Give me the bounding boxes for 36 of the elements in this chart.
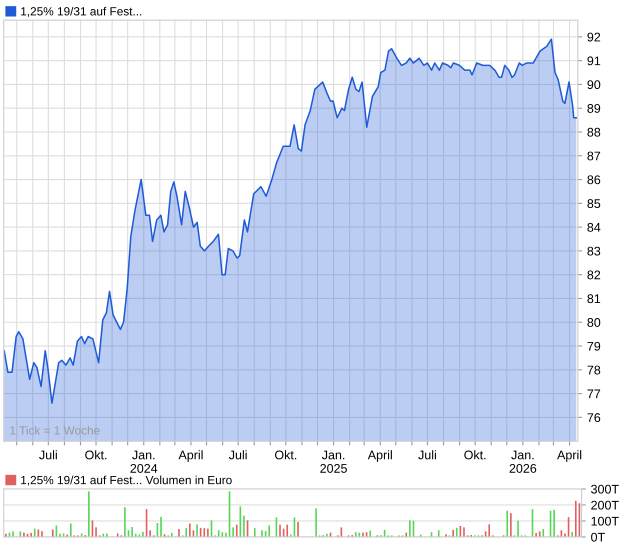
x-tick-label: Jan. 2026 (510, 450, 536, 473)
x-tick-label: Okt. (85, 450, 106, 460)
legend-label: 1,25% 19/31 auf Fest... Volumen in Euro (21, 476, 232, 486)
y-tick-label: 300T (591, 484, 619, 494)
x-tick-label: Okt. (464, 450, 486, 460)
y-tick-label: 88 (587, 128, 600, 137)
y-tick-label: 83 (587, 246, 600, 256)
y-tick-label: 76 (588, 413, 600, 422)
x-tick-label: Jan. 2024 (130, 450, 158, 473)
x-tick-label: Jan. 2025 (320, 450, 347, 473)
x-tick-label: Juli (39, 450, 57, 460)
y-tick-label: 89 (587, 104, 600, 113)
y-tick-label: 86 (587, 175, 600, 184)
y-tick-label: 79 (588, 342, 600, 351)
x-tick-label: April (368, 450, 392, 462)
x-tick-label: April (178, 450, 203, 462)
y-tick-label: 81 (587, 294, 600, 304)
y-tick-label: 82 (587, 270, 600, 280)
y-tick-label: 87 (587, 152, 600, 160)
y-tick-label: 80 (587, 318, 600, 327)
y-tick-label: 92 (587, 32, 600, 42)
legend-label: 1,25% 19/31 auf Fest... (21, 6, 142, 17)
y-tick-label: 0T (591, 532, 605, 542)
x-tick-label: Juli (228, 450, 247, 460)
y-tick-label: 200T (591, 500, 619, 510)
y-tick-label: 90 (587, 80, 600, 90)
x-tick-label: April (557, 450, 582, 462)
annotation: 1 Tick = 1 Woche (10, 426, 100, 435)
y-tick-label: 100T (592, 516, 619, 526)
x-tick-label: Juli (418, 450, 436, 460)
x-tick-label: Okt. (274, 450, 296, 460)
y-tick-label: 78 (588, 366, 600, 374)
y-tick-label: 91 (587, 56, 600, 66)
y-tick-label: 77 (588, 390, 600, 398)
y-tick-label: 84 (587, 222, 600, 232)
y-tick-label: 85 (587, 199, 600, 208)
